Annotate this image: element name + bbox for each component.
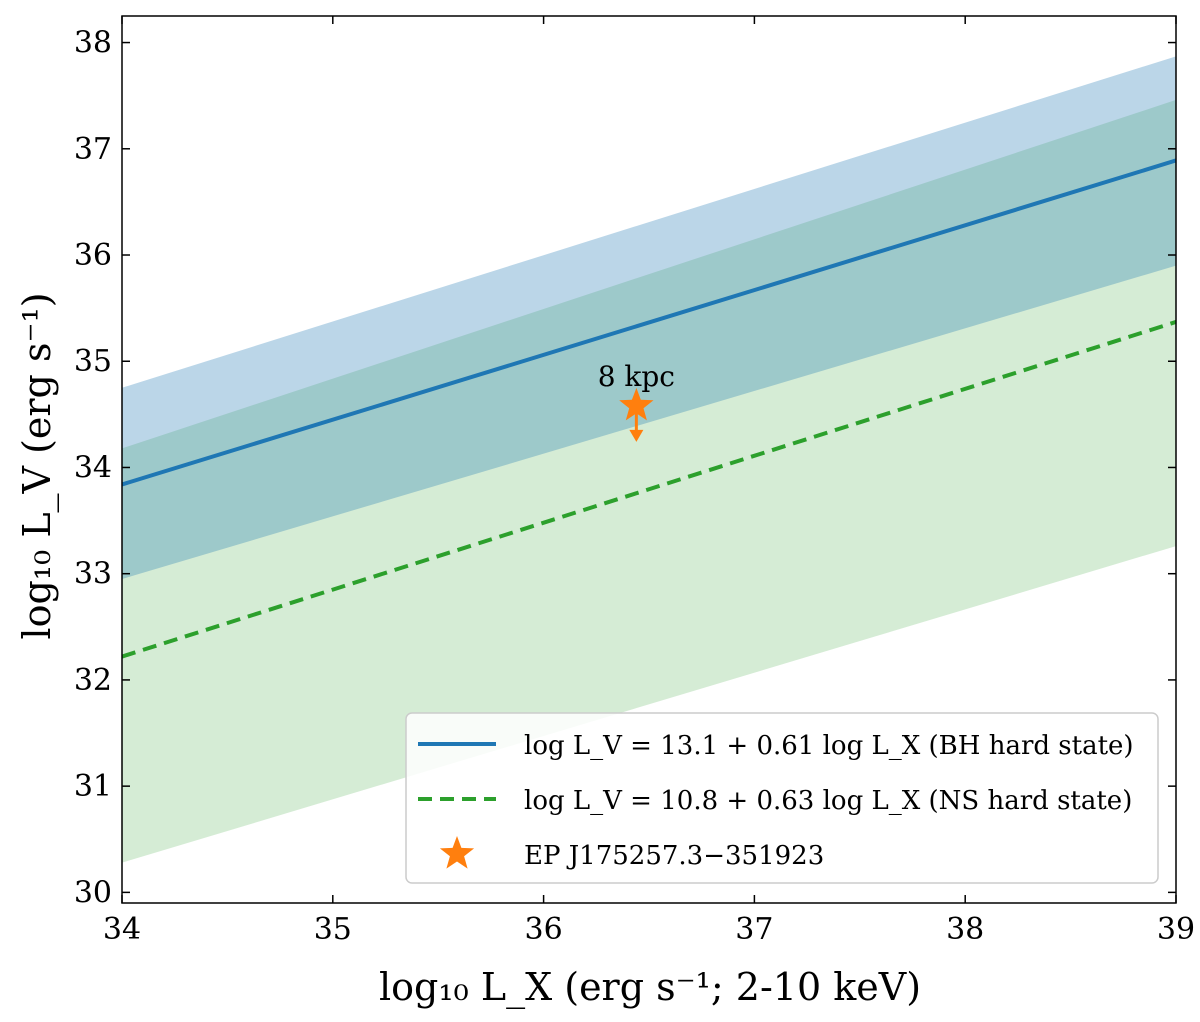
x-tick-label: 37: [735, 912, 773, 947]
legend-label-source: EP J175257.3−351923: [524, 841, 824, 871]
y-tick-label: 31: [74, 769, 112, 804]
y-tick-label: 34: [74, 450, 112, 485]
y-tick-label: 38: [74, 26, 112, 61]
bh-line: [122, 158, 1176, 487]
y-tick-label: 36: [74, 238, 112, 273]
legend-star-icon: [439, 836, 475, 869]
annotation-distance: 8 kpc: [598, 360, 675, 393]
y-tick-label: 37: [74, 132, 112, 167]
y-tick-label: 32: [74, 663, 112, 698]
y-tick-label: 33: [74, 557, 112, 592]
y-tick-label: 30: [74, 875, 112, 910]
x-tick-label: 36: [525, 912, 563, 947]
ns-line: [122, 320, 1176, 659]
source-star-marker: [619, 387, 654, 421]
plot-area: 8 kpc: [122, 56, 1176, 863]
x-tick-label: 39: [1157, 912, 1195, 947]
legend-label-bh: log L_V = 13.1 + 0.61 log L_X (BH hard s…: [524, 731, 1134, 761]
x-tick-label: 38: [946, 912, 984, 947]
x-axis-label: log₁₀ L_X (erg s⁻¹; 2-10 keV): [379, 965, 921, 1010]
x-tick-label: 34: [103, 912, 141, 947]
upper-limit-arrow-head: [629, 429, 644, 442]
legend: log L_V = 13.1 + 0.61 log L_X (BH hard s…: [405, 712, 1159, 884]
axes: 34 35 36 37 38 39 30 31 32 33 34 35 36 37 38: [74, 15, 1195, 947]
legend-box: [405, 712, 1159, 884]
y-tick-label: 35: [74, 344, 112, 379]
ns-band: [122, 99, 1176, 863]
plot-content: 8 kpc: [122, 56, 1176, 863]
legend-label-ns: log L_V = 10.8 + 0.63 log L_X (NS hard s…: [524, 786, 1132, 816]
y-axis-label: log₁₀ L_V (erg s⁻¹): [15, 292, 60, 639]
x-tick-label: 35: [314, 912, 352, 947]
bh-band: [122, 56, 1176, 580]
plot-frame: [121, 15, 1177, 904]
